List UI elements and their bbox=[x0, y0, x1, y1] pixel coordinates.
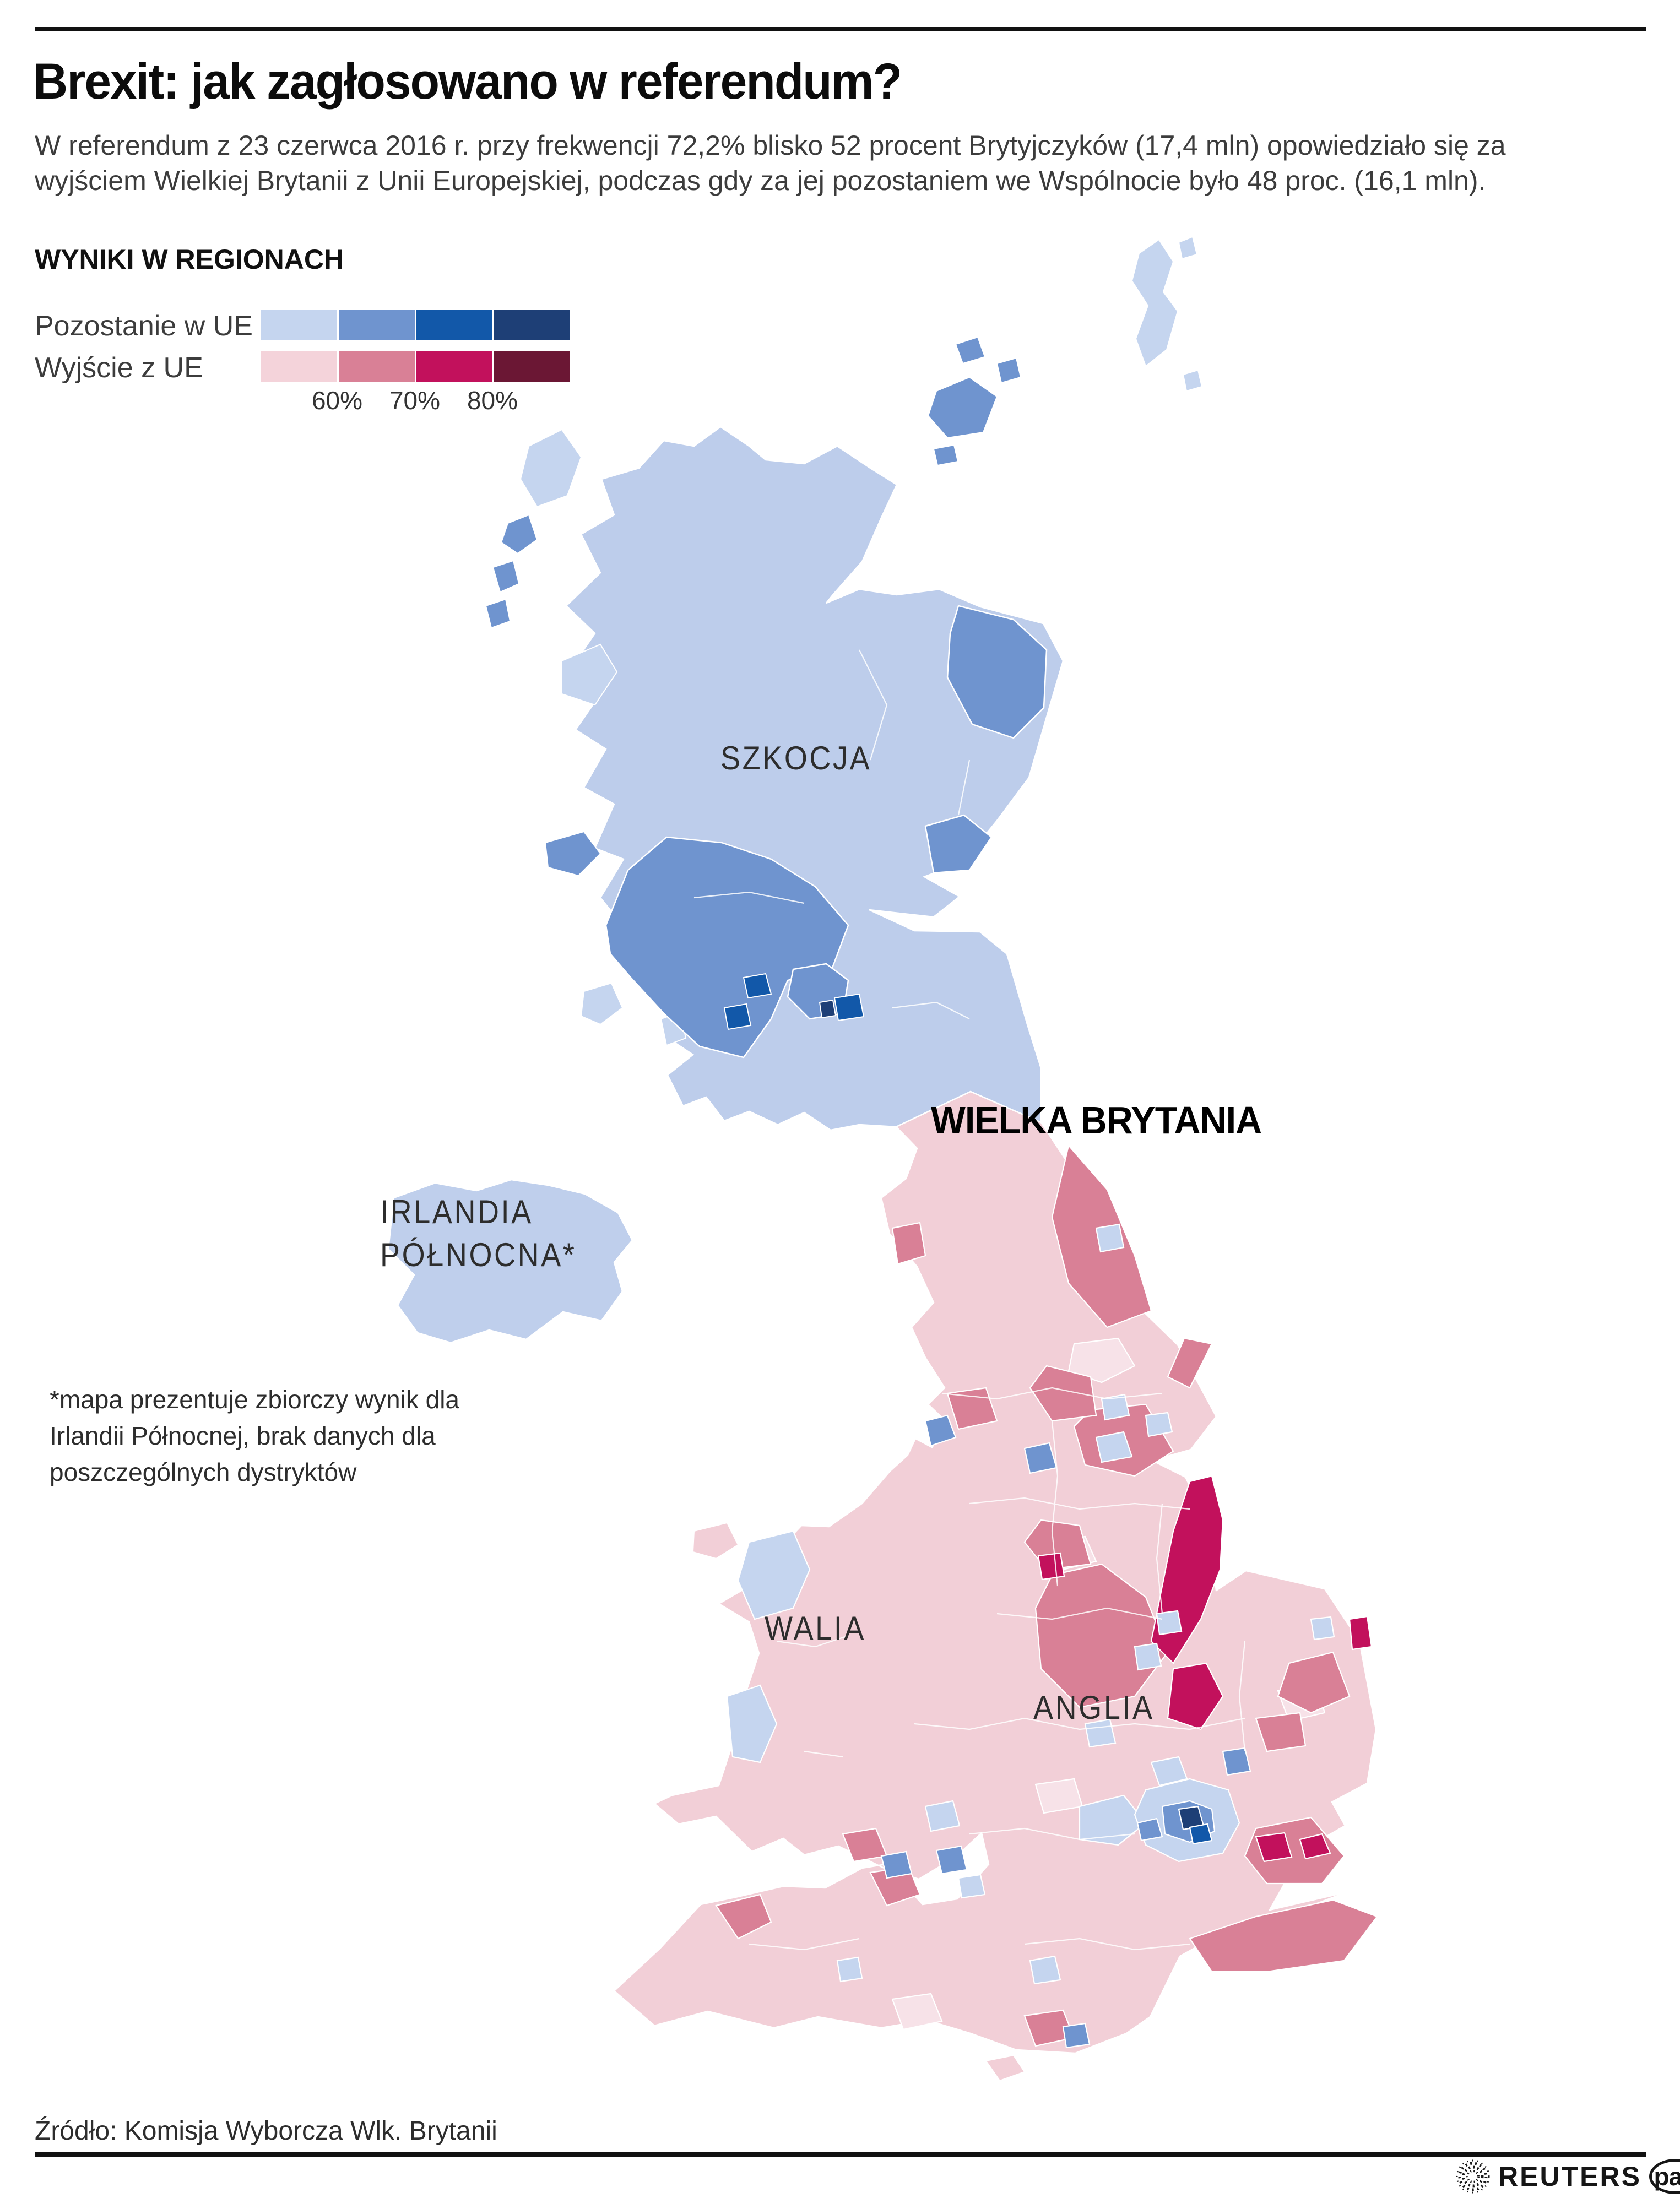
legend-remain-label: Pozostanie w UE bbox=[35, 310, 253, 342]
map-region-scotland bbox=[565, 426, 1064, 1131]
map-isle-of-wight bbox=[985, 2054, 1026, 2082]
footnote-line1: *mapa prezentuje zbiorczy wynik dla bbox=[50, 1385, 460, 1414]
map-region-northern-ireland bbox=[387, 1179, 633, 1344]
map-label-ni-line2: PÓŁNOCNA* bbox=[380, 1236, 577, 1273]
map-london-cluster bbox=[1134, 1778, 1240, 1863]
pap-logo-text: pap bbox=[1654, 2162, 1680, 2191]
map-england-remain-spots bbox=[726, 1223, 1335, 2049]
legend-swatch-remain-1 bbox=[261, 310, 337, 340]
legend-swatch-leave-3 bbox=[416, 351, 492, 382]
page-title: Brexit: jak zagłosowano w referendum? bbox=[33, 53, 902, 110]
agency-logos: REUTERS pap bbox=[1455, 2159, 1680, 2194]
map-district-borders bbox=[666, 649, 1273, 2028]
legend-leave-swatches bbox=[261, 351, 570, 382]
legend-tick-70: 70% bbox=[389, 386, 441, 415]
footnote-line3: poszczególnych dystryktów bbox=[50, 1458, 357, 1486]
legend-tick-80: 80% bbox=[467, 386, 518, 415]
legend-swatch-remain-2 bbox=[339, 310, 415, 340]
reuters-globe-icon bbox=[1456, 2159, 1490, 2194]
legend-swatch-leave-2 bbox=[339, 351, 415, 382]
pap-logo: pap bbox=[1649, 2159, 1680, 2194]
map-label-ni-line1: IRLANDIA bbox=[380, 1193, 533, 1230]
map-label-scotland: SZKOCJA bbox=[720, 740, 872, 777]
legend-swatch-leave-1 bbox=[261, 351, 337, 382]
map-england-strong-leave bbox=[1037, 1475, 1373, 1863]
map-scotland-strong-remain-spots bbox=[723, 973, 865, 1030]
map-label-wales: WALIA bbox=[765, 1610, 866, 1647]
map-label-northern-ireland: IRLANDIA PÓŁNOCNA* bbox=[380, 1191, 576, 1277]
map-label-uk: WIELKA BRYTANIA bbox=[931, 1099, 1262, 1142]
legend-swatch-remain-4 bbox=[494, 310, 570, 340]
map-anglesey bbox=[692, 1522, 739, 1560]
legend-remain-swatches bbox=[261, 310, 570, 340]
legend-swatch-remain-3 bbox=[416, 310, 492, 340]
uk-choropleth-map bbox=[387, 236, 1412, 2082]
legend-tick-60: 60% bbox=[311, 386, 363, 415]
map-label-england: ANGLIA bbox=[1033, 1689, 1155, 1726]
reuters-logo-text: REUTERS bbox=[1498, 2161, 1641, 2192]
map-islands-orkney bbox=[927, 336, 1022, 466]
legend-leave-label: Wyjście z UE bbox=[35, 352, 203, 384]
map-footnote: *mapa prezentuje zbiorczy wynik dla Irla… bbox=[50, 1381, 459, 1490]
legend-heading: WYNIKI W REGIONACH bbox=[35, 244, 344, 275]
top-rule bbox=[35, 27, 1646, 31]
map-islands-hebrides bbox=[485, 428, 687, 1046]
map-islands-shetland bbox=[1131, 236, 1203, 392]
bottom-rule bbox=[35, 2152, 1646, 2157]
source-note: Źródło: Komisja Wyborcza Wlk. Brytanii bbox=[35, 2116, 497, 2146]
footnote-line2: Irlandii Północnej, brak danych dla bbox=[50, 1421, 436, 1450]
legend-swatch-leave-4 bbox=[494, 351, 570, 382]
intro-paragraph: W referendum z 23 czerwca 2016 r. przy f… bbox=[35, 130, 1506, 196]
